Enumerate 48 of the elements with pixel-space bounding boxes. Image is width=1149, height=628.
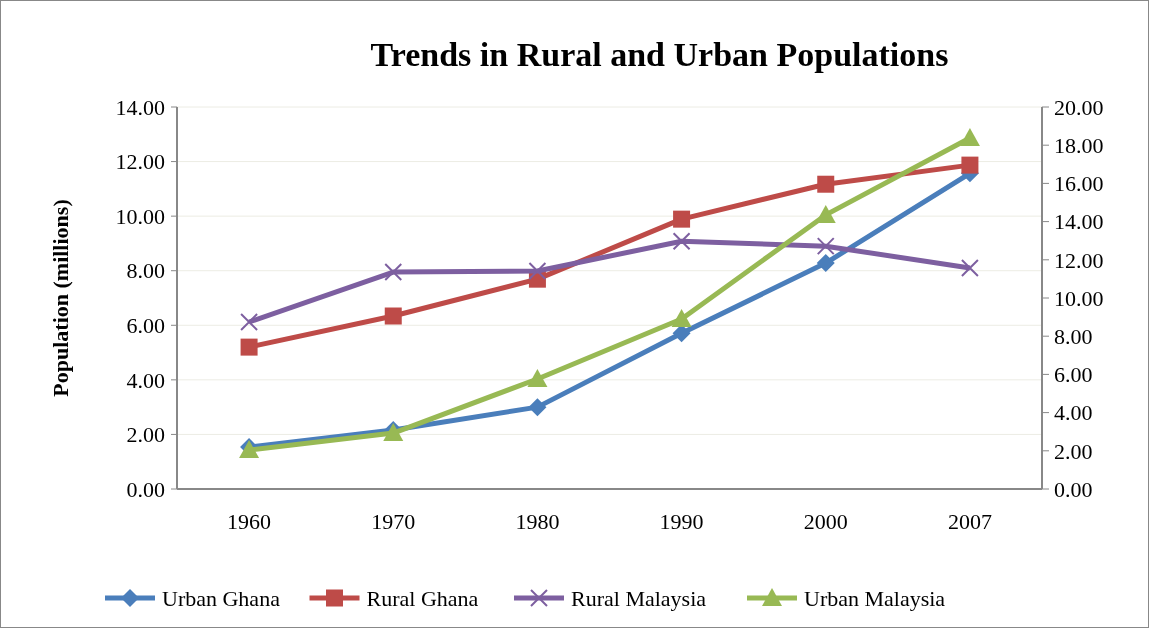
y-tick-label: 12.00 bbox=[115, 149, 165, 175]
y-tick-label: 2.00 bbox=[126, 422, 165, 448]
point bbox=[815, 204, 836, 223]
y-tick-label: 0.00 bbox=[126, 476, 165, 502]
point bbox=[384, 307, 402, 325]
y2-tick-label: 12.00 bbox=[1054, 247, 1104, 273]
point bbox=[959, 127, 980, 146]
point bbox=[240, 338, 258, 356]
y2-tick-label: 14.00 bbox=[1054, 209, 1104, 235]
y2-tick-label: 0.00 bbox=[1054, 476, 1093, 502]
point bbox=[528, 261, 547, 280]
point bbox=[960, 258, 979, 277]
point bbox=[527, 368, 548, 387]
point bbox=[817, 175, 835, 193]
y-tick-label: 10.00 bbox=[115, 203, 165, 229]
point bbox=[673, 210, 691, 228]
y2-tick-label: 20.00 bbox=[1054, 94, 1104, 120]
legend-label: Urban Malaysia bbox=[804, 585, 946, 611]
x-tick-label: 2000 bbox=[803, 509, 848, 534]
y2-tick-label: 2.00 bbox=[1054, 438, 1093, 464]
point bbox=[240, 313, 259, 332]
chart-title: Trends in Rural and Urban Populations bbox=[370, 36, 949, 73]
point bbox=[384, 263, 403, 282]
point bbox=[528, 398, 547, 417]
y2-tick-label: 6.00 bbox=[1054, 362, 1093, 388]
y2-tick-label: 16.00 bbox=[1054, 171, 1104, 197]
y-tick-label: 8.00 bbox=[126, 258, 165, 284]
point bbox=[672, 232, 691, 251]
x-tick-label: 2007 bbox=[947, 509, 992, 534]
x-tick-label: 1960 bbox=[227, 509, 272, 534]
point bbox=[671, 309, 692, 328]
y2-tick-label: 8.00 bbox=[1054, 323, 1093, 349]
point bbox=[816, 237, 835, 256]
x-tick-label: 1970 bbox=[371, 509, 416, 534]
legend-label: Rural Ghana bbox=[366, 585, 479, 611]
x-tick-label: 1980 bbox=[515, 509, 560, 534]
legend-label: Rural Malaysia bbox=[571, 585, 707, 611]
y2-tick-label: 18.00 bbox=[1054, 132, 1104, 158]
x-tick-label: 1990 bbox=[659, 509, 704, 534]
y-tick-label: 4.00 bbox=[126, 367, 165, 393]
point bbox=[961, 156, 979, 174]
y-axis-title: Population (millions) bbox=[48, 199, 73, 397]
legend-label: Urban Ghana bbox=[162, 585, 281, 611]
point bbox=[816, 254, 835, 273]
y-tick-label: 6.00 bbox=[126, 312, 165, 338]
y-tick-label: 14.00 bbox=[115, 94, 165, 120]
y2-tick-label: 10.00 bbox=[1054, 285, 1104, 311]
y2-tick-label: 4.00 bbox=[1054, 400, 1093, 426]
